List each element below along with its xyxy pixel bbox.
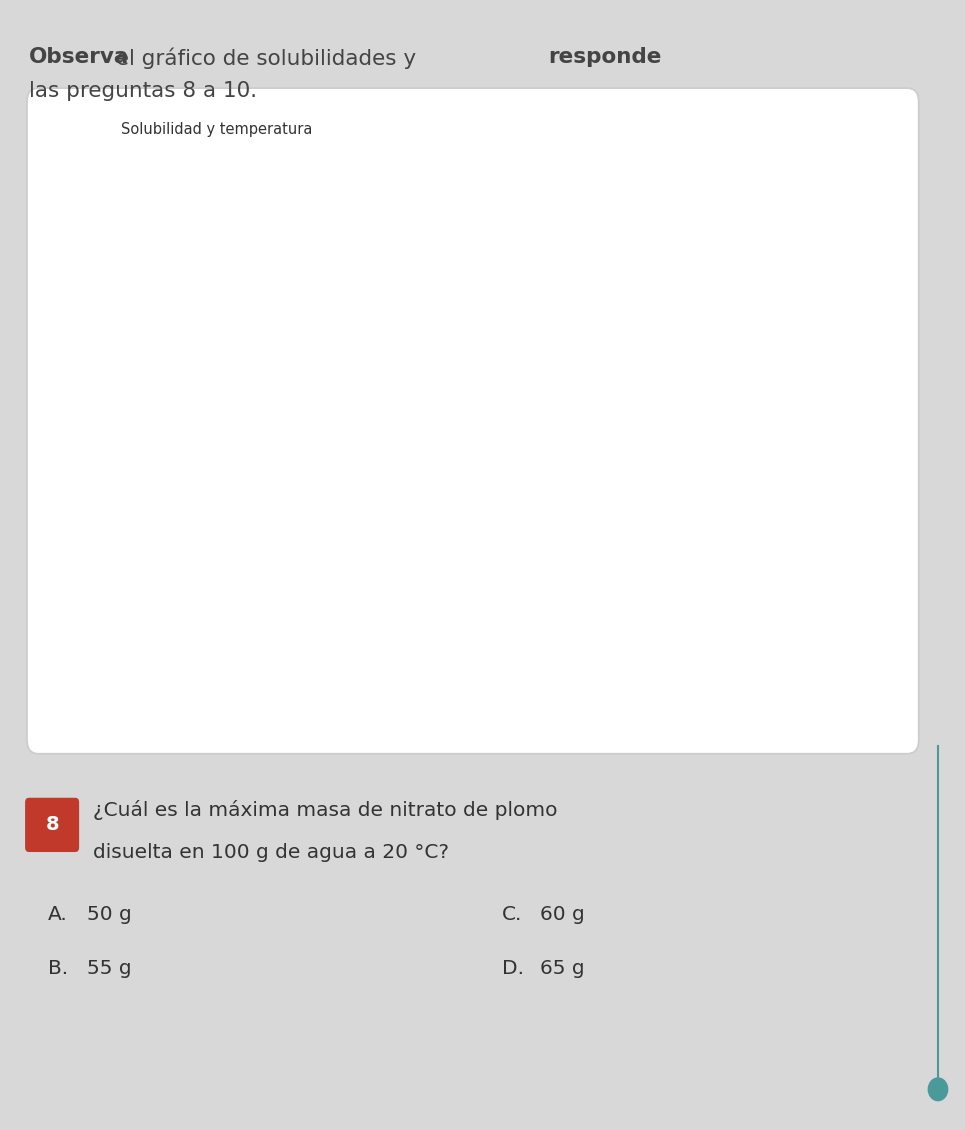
Text: el gráfico de solubilidades y: el gráfico de solubilidades y: [109, 47, 423, 69]
Text: B.: B.: [48, 959, 69, 979]
Text: Ce₂(SO₄)₃: Ce₂(SO₄)₃: [591, 645, 646, 658]
Text: 65 g: 65 g: [540, 959, 585, 979]
Text: 55 g: 55 g: [87, 959, 131, 979]
Text: K₂Cr₂O₇: K₂Cr₂O₇: [681, 337, 726, 350]
Text: D.: D.: [502, 959, 524, 979]
Text: CaCl₂: CaCl₂: [151, 295, 182, 307]
Text: 60 g: 60 g: [540, 905, 585, 924]
Text: KClO₃: KClO₃: [605, 560, 638, 573]
Text: NaNO₃: NaNO₃: [151, 193, 190, 207]
Text: 50 g: 50 g: [87, 905, 131, 924]
Text: responde: responde: [548, 47, 661, 68]
Text: Pb(NO₃)₂: Pb(NO₃)₂: [575, 193, 626, 207]
X-axis label: Temperatura (°C): Temperatura (°C): [442, 705, 557, 718]
Y-axis label: Solubilidad
(g de soluto en 100 g de H₂O): Solubilidad (g de soluto en 100 g de H₂O…: [57, 324, 85, 501]
Text: C.: C.: [502, 905, 522, 924]
Text: las preguntas 8 a 10.: las preguntas 8 a 10.: [29, 81, 257, 102]
Text: ¿Cuál es la máxima masa de nitrato de plomo: ¿Cuál es la máxima masa de nitrato de pl…: [93, 800, 557, 820]
Text: NaCl: NaCl: [197, 475, 224, 488]
Text: KCl: KCl: [500, 406, 518, 419]
Text: 8: 8: [45, 816, 59, 834]
Text: A.: A.: [48, 905, 68, 924]
Text: Observa: Observa: [29, 47, 129, 68]
Text: Solubilidad y temperatura: Solubilidad y temperatura: [121, 122, 312, 137]
Text: disuelta en 100 g de agua a 20 °C?: disuelta en 100 g de agua a 20 °C?: [93, 843, 449, 862]
Text: KNO₃: KNO₃: [371, 396, 401, 408]
